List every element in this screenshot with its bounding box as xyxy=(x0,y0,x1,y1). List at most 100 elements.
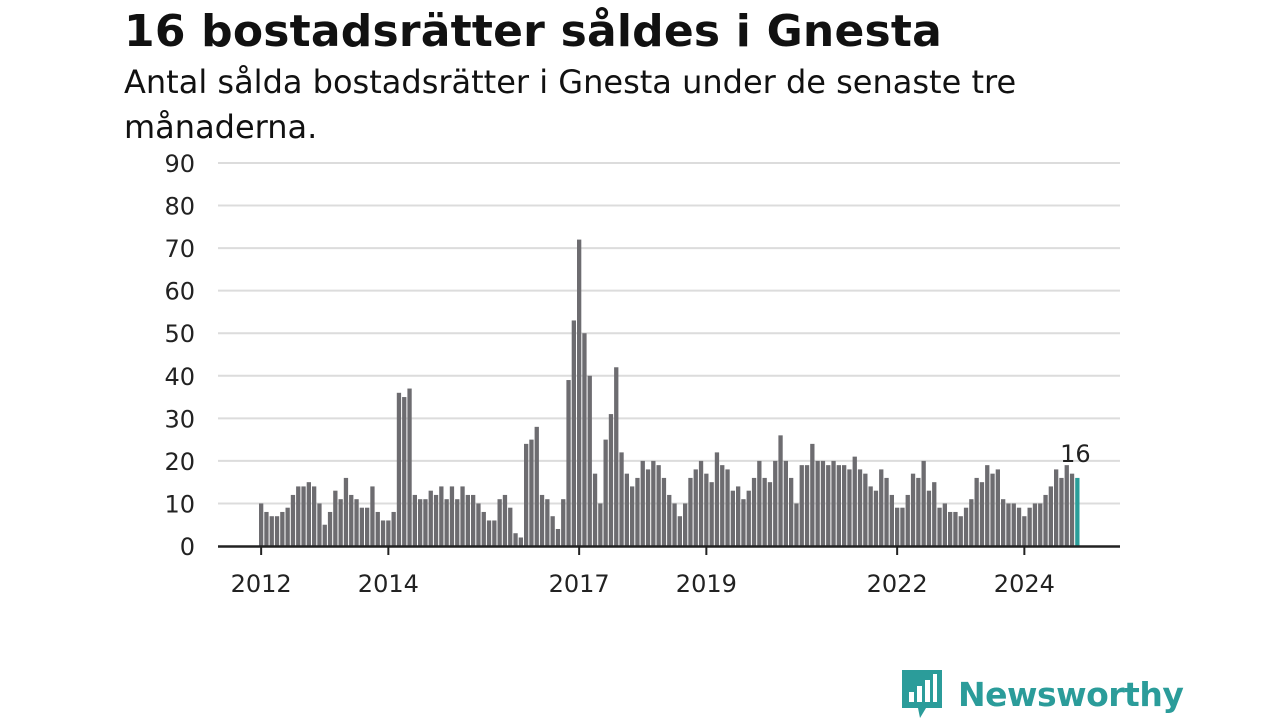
bar xyxy=(910,473,916,546)
bar xyxy=(714,452,720,546)
bar xyxy=(561,499,566,546)
bar xyxy=(476,503,481,546)
bar xyxy=(799,465,804,546)
chart-subtitle: Antal sålda bostadsrätter i Gnesta under… xyxy=(124,63,1017,146)
bar xyxy=(465,494,470,546)
bar xyxy=(720,465,725,546)
bar xyxy=(386,520,391,546)
bar xyxy=(1006,503,1011,546)
bar xyxy=(1043,494,1048,546)
bar xyxy=(698,460,704,546)
bar xyxy=(741,499,746,546)
bar xyxy=(598,503,603,546)
bar xyxy=(481,511,486,546)
bar xyxy=(783,460,788,546)
bar xyxy=(455,499,460,546)
y-tick-label: 70 xyxy=(164,235,195,263)
bar xyxy=(529,439,534,546)
bar xyxy=(926,490,932,546)
bar xyxy=(269,516,274,546)
bar xyxy=(327,511,333,546)
bar xyxy=(502,494,508,546)
bar xyxy=(508,507,513,546)
bar xyxy=(672,503,677,546)
bar xyxy=(471,494,476,546)
y-tick-label: 40 xyxy=(164,363,195,391)
x-tick-label: 2014 xyxy=(358,570,419,598)
bar xyxy=(359,507,364,546)
bar xyxy=(587,375,592,546)
bar xyxy=(937,507,942,546)
bar xyxy=(1038,503,1043,546)
y-tick-label: 10 xyxy=(164,490,195,518)
bar xyxy=(1022,516,1027,546)
bar xyxy=(285,507,290,546)
bar xyxy=(757,460,762,546)
bar xyxy=(1048,486,1053,546)
bar xyxy=(619,452,624,546)
y-tick-label: 90 xyxy=(164,150,195,178)
bar xyxy=(312,486,317,546)
bar xyxy=(396,392,402,546)
bar xyxy=(762,477,767,546)
annotations: 16 xyxy=(1060,440,1091,468)
bar-highlight xyxy=(1075,477,1080,546)
bar xyxy=(1064,465,1069,546)
bar xyxy=(778,435,783,546)
bar xyxy=(677,516,682,546)
bar xyxy=(842,465,847,546)
bar xyxy=(1054,469,1059,546)
bar xyxy=(412,494,417,546)
bar xyxy=(1069,473,1075,546)
bar xyxy=(497,499,502,546)
highlight-value-label: 16 xyxy=(1060,440,1091,468)
bar xyxy=(402,397,407,546)
bar xyxy=(921,460,926,546)
bar xyxy=(1016,507,1022,546)
bar xyxy=(280,511,285,546)
bar xyxy=(513,533,518,546)
bar xyxy=(624,473,629,546)
bar xyxy=(969,499,974,546)
y-tick-label: 60 xyxy=(164,278,195,306)
bar xyxy=(380,520,386,546)
bar xyxy=(630,486,635,546)
bar xyxy=(995,469,1000,546)
bar xyxy=(879,469,884,546)
bar xyxy=(651,460,656,546)
bar xyxy=(820,460,826,546)
bar xyxy=(486,520,492,546)
bar xyxy=(815,460,820,546)
bar xyxy=(1001,499,1006,546)
bar xyxy=(555,528,561,546)
bar xyxy=(566,380,571,546)
bar xyxy=(725,469,730,546)
bar xyxy=(661,477,667,546)
bar xyxy=(916,477,921,546)
newsworthy-logo-icon xyxy=(902,670,942,718)
bar xyxy=(990,473,995,546)
bar xyxy=(948,511,953,546)
x-tick-label: 2012 xyxy=(231,570,292,598)
bar xyxy=(693,469,698,546)
bar xyxy=(550,516,555,546)
bar xyxy=(767,482,773,546)
bar xyxy=(539,494,545,546)
bar xyxy=(736,486,741,546)
bar xyxy=(953,511,958,546)
y-tick-label: 20 xyxy=(164,448,195,476)
bar xyxy=(354,499,359,546)
bar xyxy=(873,490,879,546)
bar xyxy=(746,490,751,546)
bar xyxy=(889,494,894,546)
bars xyxy=(259,239,1080,546)
bar xyxy=(614,367,619,546)
gridlines xyxy=(218,162,1120,505)
bar xyxy=(407,388,412,546)
x-tick-label: 2019 xyxy=(676,570,737,598)
bar xyxy=(730,490,735,546)
bar xyxy=(1032,503,1038,546)
bar xyxy=(836,465,841,546)
bar xyxy=(884,477,889,546)
